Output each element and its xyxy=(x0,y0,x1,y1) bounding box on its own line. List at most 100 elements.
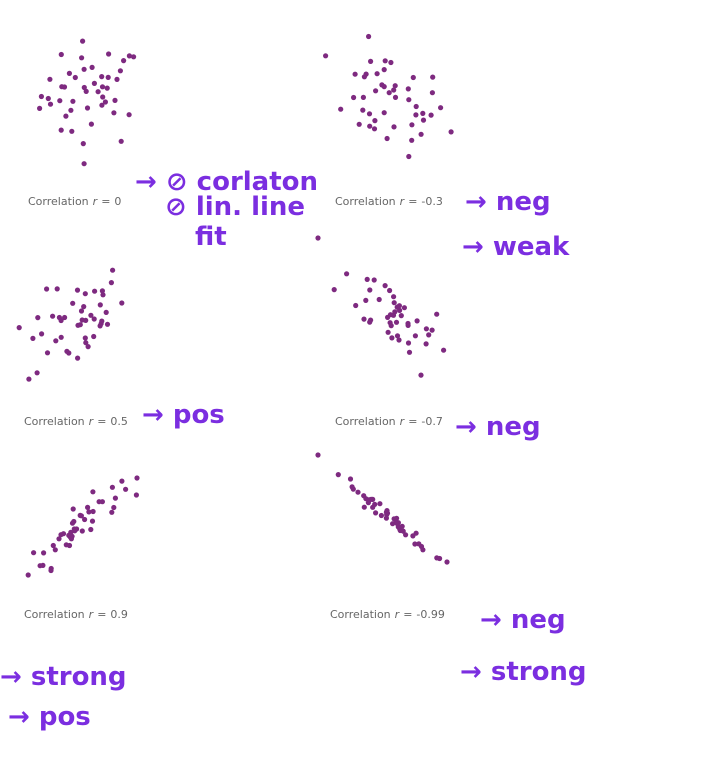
dot xyxy=(34,370,40,376)
dot xyxy=(75,322,81,328)
dot xyxy=(367,123,373,129)
dot xyxy=(376,296,382,303)
dot xyxy=(78,308,85,314)
dot xyxy=(364,276,370,282)
dot xyxy=(315,452,321,458)
handwritten-note: ⊘ lin. line xyxy=(165,192,305,222)
dot xyxy=(59,84,65,90)
dot xyxy=(441,347,447,353)
dot xyxy=(69,128,75,134)
dot xyxy=(361,493,367,499)
dot xyxy=(58,317,64,324)
dot xyxy=(75,355,81,361)
dot xyxy=(41,550,47,556)
dot xyxy=(81,304,87,310)
dot xyxy=(377,501,383,507)
dot xyxy=(386,90,392,96)
dot xyxy=(99,102,105,108)
dot xyxy=(37,563,43,569)
dot xyxy=(429,327,435,333)
scatter-plot xyxy=(37,38,137,167)
dot xyxy=(338,106,344,112)
dot xyxy=(66,350,72,356)
dot xyxy=(355,489,361,495)
dot xyxy=(82,335,88,341)
dot xyxy=(398,313,404,319)
dot xyxy=(66,70,72,76)
dot xyxy=(105,74,111,80)
dot xyxy=(63,542,69,548)
dot xyxy=(347,476,354,482)
dot xyxy=(389,335,395,341)
dot xyxy=(44,350,51,356)
dot xyxy=(56,536,62,542)
dot xyxy=(54,286,60,292)
handwritten-note: → neg xyxy=(455,412,541,442)
dot xyxy=(114,76,120,82)
dot xyxy=(420,110,426,116)
dot xyxy=(361,316,367,322)
caption: Correlation r = -0.7 xyxy=(335,415,443,428)
dot xyxy=(382,283,388,289)
dot xyxy=(414,318,420,324)
handwritten-note: → strong xyxy=(460,657,587,687)
dot xyxy=(47,76,53,82)
handwritten-note: → neg xyxy=(480,605,566,635)
dot xyxy=(119,300,125,306)
dot xyxy=(416,541,422,547)
dot xyxy=(366,33,372,40)
caption-variable: r xyxy=(89,415,95,428)
dot xyxy=(381,84,387,90)
dot xyxy=(58,127,64,133)
dot xyxy=(72,74,78,81)
dot xyxy=(123,486,129,492)
dot xyxy=(391,300,397,306)
dot xyxy=(121,58,127,64)
dot xyxy=(90,489,96,495)
dot xyxy=(53,338,59,344)
dot xyxy=(373,510,379,516)
dot xyxy=(387,287,393,294)
dot xyxy=(44,286,50,292)
dot xyxy=(39,331,45,337)
dot xyxy=(405,340,412,346)
caption: Correlation r = 0 xyxy=(28,195,121,208)
dot xyxy=(68,107,74,113)
dot xyxy=(109,484,115,490)
dot xyxy=(401,305,407,311)
dot xyxy=(349,484,355,490)
caption-value: 0.9 xyxy=(110,608,128,621)
caption-value: -0.7 xyxy=(421,415,442,428)
dot xyxy=(360,107,366,113)
handwritten-note: → pos xyxy=(8,702,91,732)
caption-value: 0 xyxy=(114,195,121,208)
dot xyxy=(418,131,424,137)
dot xyxy=(395,524,401,530)
scatter-plot xyxy=(25,475,140,578)
dot xyxy=(352,71,358,77)
dot xyxy=(91,316,97,322)
dot xyxy=(104,321,111,327)
dot xyxy=(444,559,450,565)
caption-variable: r xyxy=(89,608,95,621)
dot xyxy=(405,322,411,328)
dot xyxy=(83,317,89,323)
dot xyxy=(95,89,101,95)
dot xyxy=(371,126,378,132)
dot xyxy=(391,124,397,130)
dot xyxy=(25,572,31,578)
dot xyxy=(367,287,373,293)
dot xyxy=(99,288,105,294)
dot xyxy=(70,506,76,512)
dot xyxy=(384,135,390,142)
dot xyxy=(423,326,429,332)
dot xyxy=(315,235,321,241)
dot xyxy=(134,475,140,481)
dot xyxy=(413,103,419,110)
dot xyxy=(335,472,341,478)
dot xyxy=(106,51,112,57)
handwritten-note: fit xyxy=(195,222,227,252)
dot xyxy=(406,349,413,355)
caption-variable: r xyxy=(400,195,406,208)
